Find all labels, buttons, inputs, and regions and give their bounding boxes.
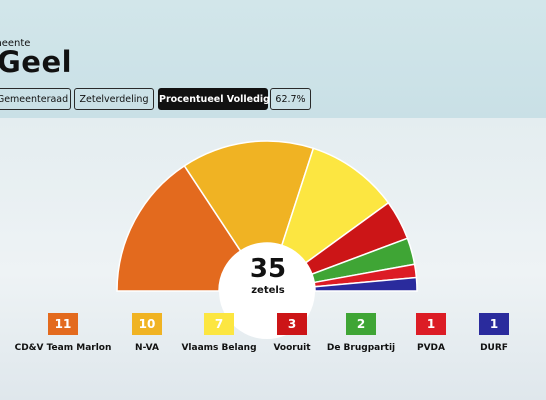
legend-seat-badge: 1 [479,313,509,335]
legend-party-name: Vooruit [273,343,311,353]
legend-party-name: PVDA [417,343,445,353]
tab-gemeenteraad[interactable]: Gemeenteraad [0,88,71,110]
tab-zetelverdeling[interactable]: Zetelverdeling [74,88,154,110]
legend-seat-badge: 11 [48,313,78,335]
legend-item[interactable]: 3 Vooruit [237,313,347,353]
legend-seat-badge: 7 [204,313,234,335]
tab-percentage[interactable]: 62.7% [270,88,311,110]
legend-item[interactable]: 10 N-VA [92,313,202,353]
header-band [0,0,546,118]
legend-seat-badge: 2 [346,313,376,335]
page-title: Geel [0,45,73,79]
legend-party-name: DURF [480,343,508,353]
legend-seat-badge: 1 [416,313,446,335]
legend-seat-badge: 3 [277,313,307,335]
seat-segment-cd-v-team-marlon[interactable] [116,164,242,292]
legend-item[interactable]: 1 PVDA [376,313,486,353]
legend-party-name: De Brugpartij [326,343,396,353]
total-seats-caption: zetels [251,285,285,296]
legend-party-name: Vlaams Belang [181,343,257,353]
legend-party-name: CD&V Team Marlon [14,343,112,353]
legend-item[interactable]: 2 De Brugpartij [306,313,416,353]
legend-party-name: N-VA [135,343,159,353]
legend-item[interactable]: 7 Vlaams Belang [164,313,274,353]
tab-procentueel-volledig[interactable]: Procentueel Volledig [158,88,270,110]
legend-item[interactable]: 1 DURF [439,313,546,353]
legend-seat-badge: 10 [132,313,162,335]
legend-item[interactable]: 11 CD&V Team Marlon [8,313,118,353]
gemeente-label: meente [0,38,31,49]
total-seats: 35 [249,254,287,284]
